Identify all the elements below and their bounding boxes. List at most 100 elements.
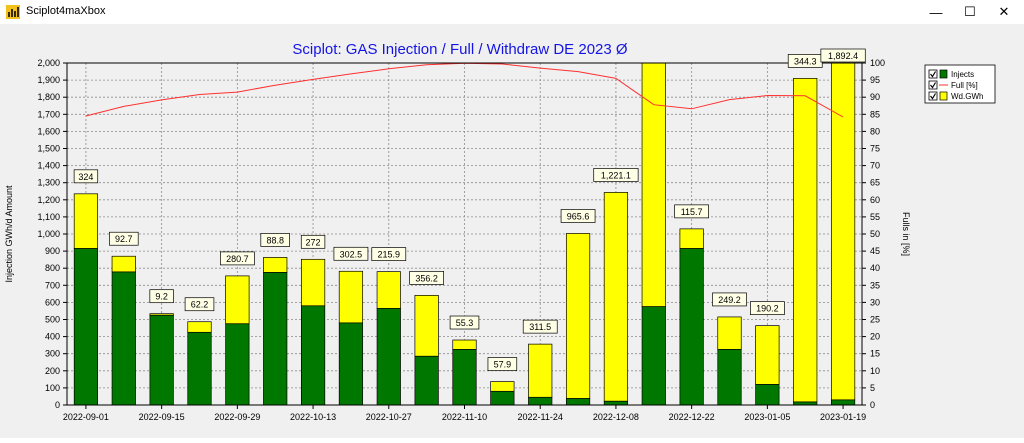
bar-injects (225, 323, 250, 406)
data-label: 280.7 (220, 251, 255, 266)
data-label-text: 57.9 (494, 360, 512, 370)
legend-item: Full [%] (928, 80, 978, 90)
data-label-box (184, 297, 215, 312)
y2-tick-label: 0 (870, 400, 875, 410)
y-tick-label: 800 (45, 263, 60, 273)
y-tick-label: 1,200 (37, 195, 60, 205)
bar-injects (300, 305, 326, 406)
maximize-button[interactable]: ☐ (964, 4, 976, 19)
data-label: 272 (300, 234, 326, 249)
x-tick-label: 2022-09-01 (63, 412, 109, 422)
bar-withdraw (528, 343, 553, 398)
x-tick-label: 2022-12-22 (669, 412, 715, 422)
data-label-text: 249.2 (718, 295, 741, 305)
bar-injects (73, 248, 99, 406)
legend-item: Wd.GWh (928, 91, 983, 101)
bar-withdraw (376, 271, 401, 309)
data-label: 965.6 (560, 209, 596, 223)
x-tick-label: 2022-09-29 (214, 412, 260, 422)
legend-label: Injects (951, 70, 974, 79)
y2-tick-label: 35 (870, 280, 880, 290)
chart-svg: Sciplot: GAS Injection / Full / Withdraw… (4, 41, 996, 422)
y2-tick-label: 70 (870, 161, 880, 171)
y2-tick-label: 5 (870, 383, 875, 393)
data-label: 88.8 (260, 233, 290, 247)
legend-check-mark (930, 71, 937, 78)
y-tick-label: 1,600 (37, 126, 60, 136)
x-tick-label: 2022-12-08 (593, 412, 639, 422)
plot-frame (66, 62, 863, 406)
bar-withdraw (300, 258, 326, 307)
data-label: 92.7 (109, 231, 139, 246)
y-tick-label: 1,700 (37, 109, 60, 119)
y2-axis-label: Fulls in [%] (901, 212, 911, 256)
y-tick-label: 300 (45, 349, 60, 359)
bar-injects (528, 396, 553, 406)
y2-tick-label: 25 (870, 315, 880, 325)
bar-injects (565, 398, 591, 406)
y-tick-label: 1,000 (37, 229, 60, 239)
data-label-text: 356.2 (415, 273, 438, 283)
legend-check-mark (930, 82, 937, 89)
y-tick-label: 100 (45, 383, 60, 393)
y2-tick-label: 40 (870, 263, 880, 273)
bar-withdraw (414, 295, 439, 357)
data-label: 115.7 (674, 204, 709, 219)
bar-withdraw (490, 381, 515, 392)
x-tick-label: 2022-11-10 (442, 412, 487, 422)
y-tick-label: 1,100 (37, 212, 60, 222)
data-label-text: 115.7 (681, 207, 703, 217)
app-chart-icon (6, 5, 20, 19)
data-label: 190.2 (750, 301, 785, 316)
x-tick-label: 2022-10-13 (290, 412, 336, 422)
y2-tick-label: 50 (870, 229, 880, 239)
data-label-text: 55.3 (456, 318, 474, 328)
data-label-box (73, 169, 99, 184)
y-tick-label: 500 (45, 315, 60, 325)
y-tick-label: 1,400 (37, 161, 60, 171)
bar-withdraw (263, 257, 288, 273)
data-label: 57.9 (487, 357, 518, 371)
bar-withdraw (603, 192, 629, 402)
data-label-text: 324 (78, 172, 93, 182)
data-label-text: 280.7 (226, 254, 249, 264)
data-label-box (300, 234, 326, 249)
y2-tick-label: 85 (870, 109, 880, 119)
legend-label: Full [%] (951, 81, 978, 90)
close-button[interactable]: ✕ (998, 4, 1010, 19)
data-label-box (371, 247, 407, 261)
bar-withdraw (565, 233, 591, 399)
y-tick-label: 1,900 (37, 75, 60, 85)
legend-checkbox (928, 80, 938, 90)
data-label-text: 272 (306, 237, 321, 247)
data-label: 55.3 (449, 315, 480, 330)
data-label: 344.3 (787, 54, 823, 68)
legend-checkbox (928, 91, 938, 101)
bar-injects (111, 271, 136, 406)
bar-withdraw (111, 255, 136, 273)
data-label-box (522, 319, 558, 334)
bar-withdraw (717, 316, 742, 350)
minimize-button[interactable]: — (929, 4, 943, 20)
y2-tick-label: 10 (870, 366, 880, 376)
bar-injects (263, 272, 288, 406)
bar-injects (149, 314, 174, 406)
data-label-box (560, 209, 596, 223)
y2-tick-label: 15 (870, 349, 880, 359)
y-tick-label: 1,800 (37, 92, 60, 102)
data-label-box (109, 231, 139, 246)
data-label: 311.5 (522, 319, 558, 334)
bar-injects (490, 390, 515, 406)
x-tick-label: 2022-10-27 (366, 412, 412, 422)
bar-injects (338, 322, 364, 406)
data-label: 62.2 (184, 297, 215, 312)
data-label-box (220, 251, 255, 266)
bar-withdraw (452, 339, 477, 350)
data-label: 9.2 (149, 289, 174, 304)
y2-tick-label: 30 (870, 297, 880, 307)
title-bar: Sciplot4maXbox — ☐ ✕ (0, 0, 1024, 24)
data-label-text: 311.5 (529, 322, 551, 332)
bar-withdraw (755, 325, 780, 385)
bar-injects (755, 384, 780, 406)
